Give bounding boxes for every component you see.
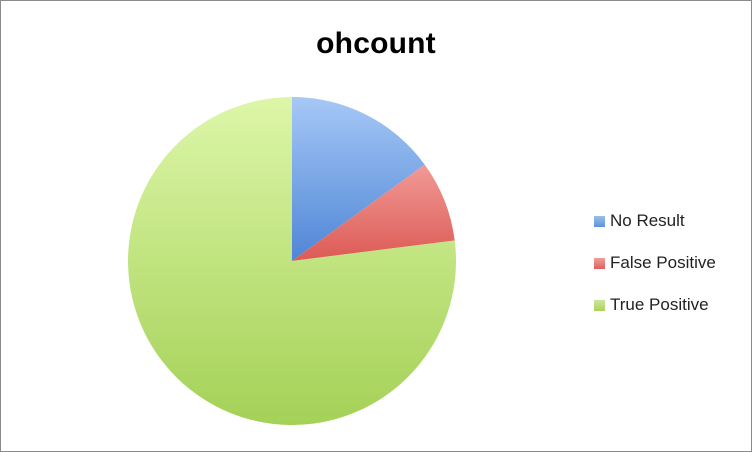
legend-label-true-positive: True Positive (610, 295, 709, 314)
legend-item-false-positive: False Positive (594, 251, 716, 275)
pie-slice-false-positive (292, 164, 455, 261)
pie-slice-true-positive (127, 97, 457, 425)
legend-label-false-positive: False Positive (610, 253, 716, 272)
legend-swatch-true-positive (594, 299, 605, 311)
legend: No Result False Positive True Positive (594, 209, 716, 335)
legend-swatch-no-result (594, 215, 605, 227)
pie-slice-no-result (292, 97, 425, 261)
chart-title: ohcount (316, 27, 436, 60)
legend-item-no-result: No Result (594, 209, 716, 233)
legend-item-true-positive: True Positive (594, 293, 716, 317)
legend-swatch-false-positive (594, 257, 605, 269)
legend-label-no-result: No Result (610, 211, 685, 230)
